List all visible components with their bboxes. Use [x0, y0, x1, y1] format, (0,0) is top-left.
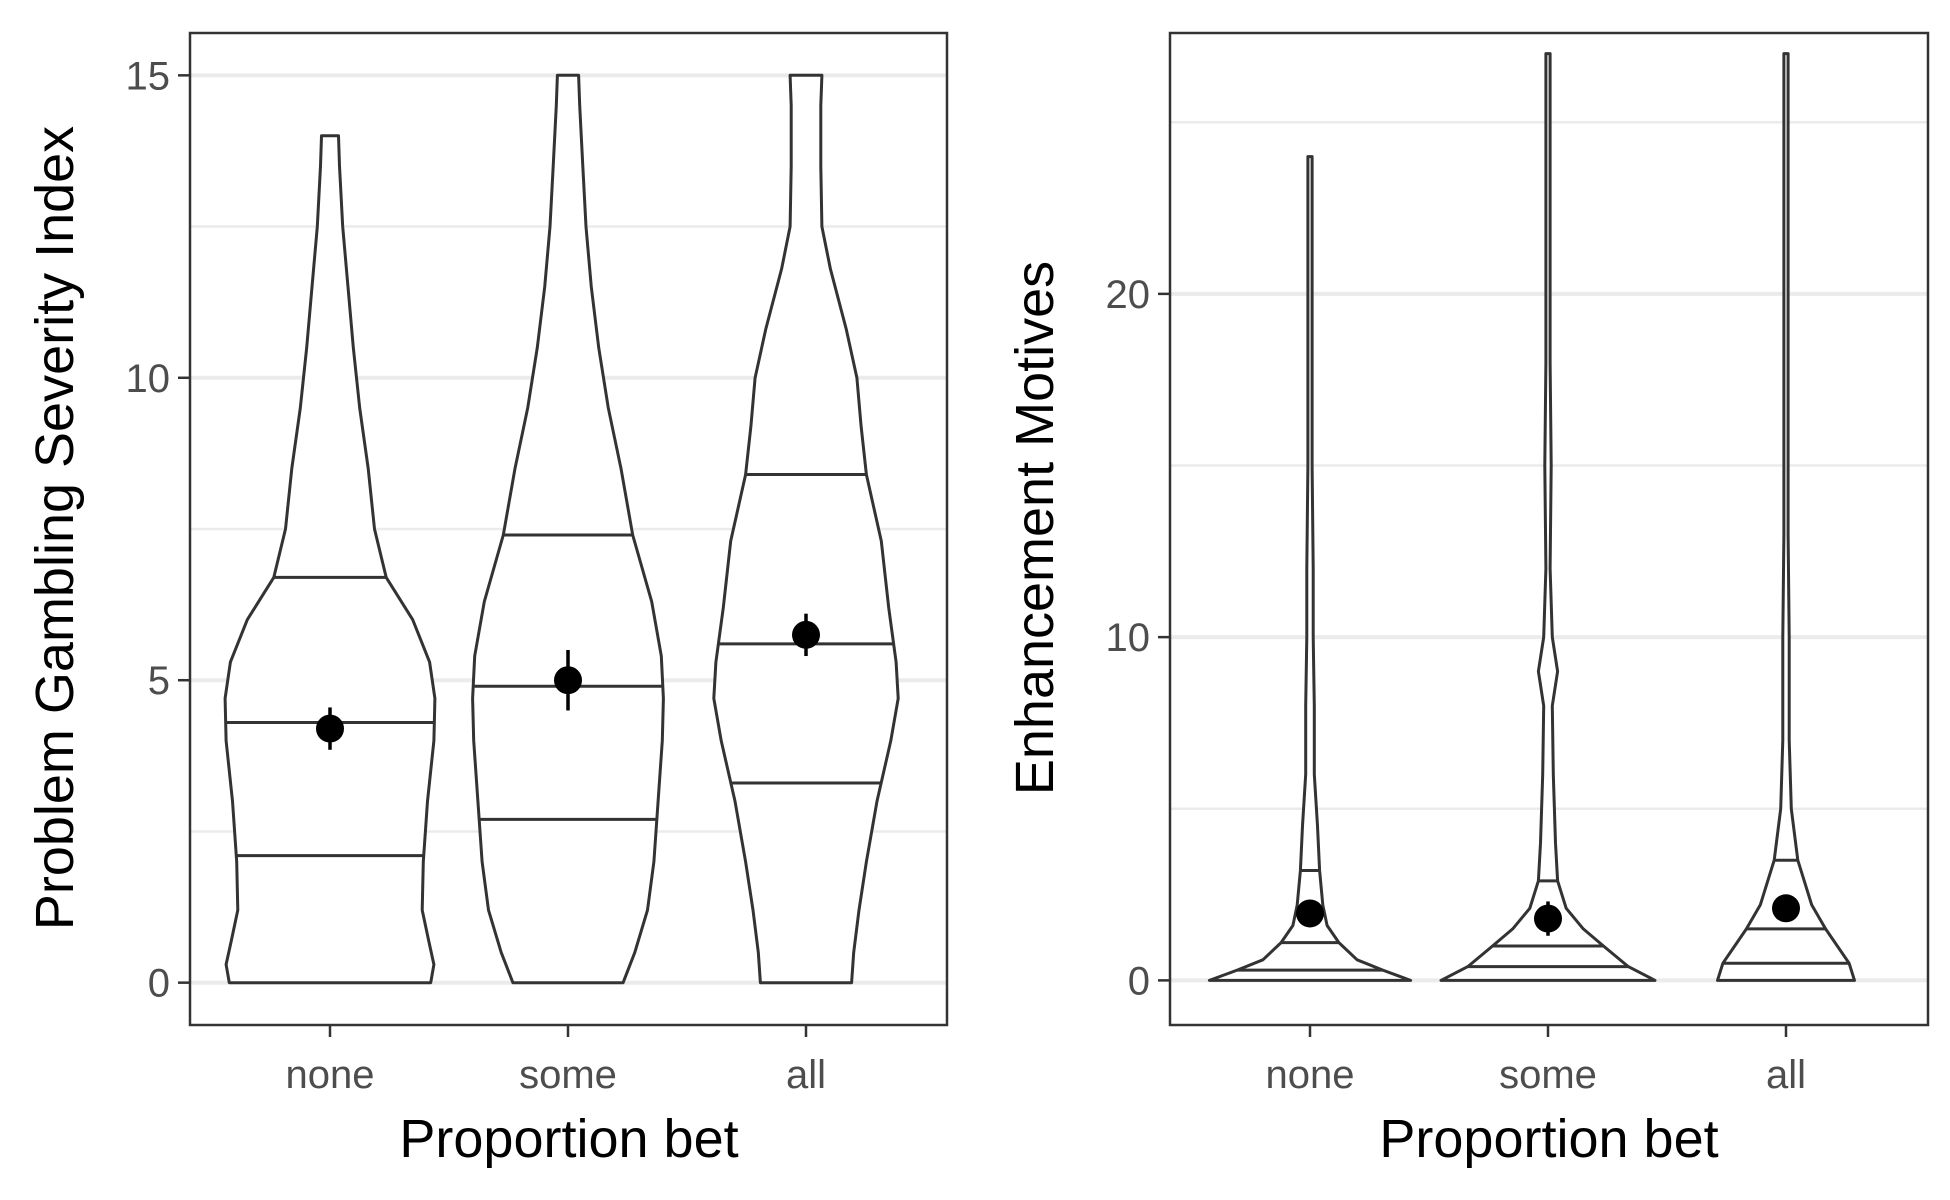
violin-all: [712, 73, 900, 985]
violin-all: [1716, 52, 1856, 982]
x-tick-label: some: [519, 1053, 617, 1097]
y-tick-label: 15: [126, 54, 171, 98]
mean-point: [1772, 894, 1800, 923]
y-tick-label: 10: [126, 357, 171, 401]
x-tick-label: some: [1499, 1053, 1597, 1097]
x-axis-title: Proportion bet: [399, 1109, 738, 1169]
mean-point: [792, 620, 820, 649]
panel-problem-gambling: Problem Gambling Severity Index Proporti…: [25, 31, 949, 1169]
x-axis-title: Proportion bet: [1379, 1109, 1718, 1169]
mean-point: [1534, 904, 1562, 933]
panel-enhancement-motives: Enhancement Motives Proportion bet 0 10 20…: [1005, 31, 1930, 1169]
violin-none: [223, 134, 437, 985]
y-tick-label: 5: [148, 659, 170, 703]
y-tick-label: 10: [1106, 616, 1151, 660]
x-tick-label: none: [1266, 1053, 1355, 1097]
x-tick-label: all: [786, 1053, 826, 1097]
x-tick-label: none: [286, 1053, 375, 1097]
mean-point: [554, 666, 582, 695]
violin-some: [1439, 52, 1657, 982]
mean-point: [1296, 899, 1324, 928]
violin-none: [1207, 155, 1413, 982]
y-tick-label: 0: [1128, 959, 1150, 1003]
y-axis-title: Enhancement Motives: [1005, 261, 1065, 795]
mean-point: [316, 714, 344, 743]
y-tick-label: 20: [1106, 273, 1151, 317]
y-axis-title: Problem Gambling Severity Index: [25, 126, 85, 930]
x-tick-label: all: [1766, 1053, 1806, 1097]
violin-some: [471, 73, 665, 985]
y-tick-label: 0: [148, 962, 170, 1006]
